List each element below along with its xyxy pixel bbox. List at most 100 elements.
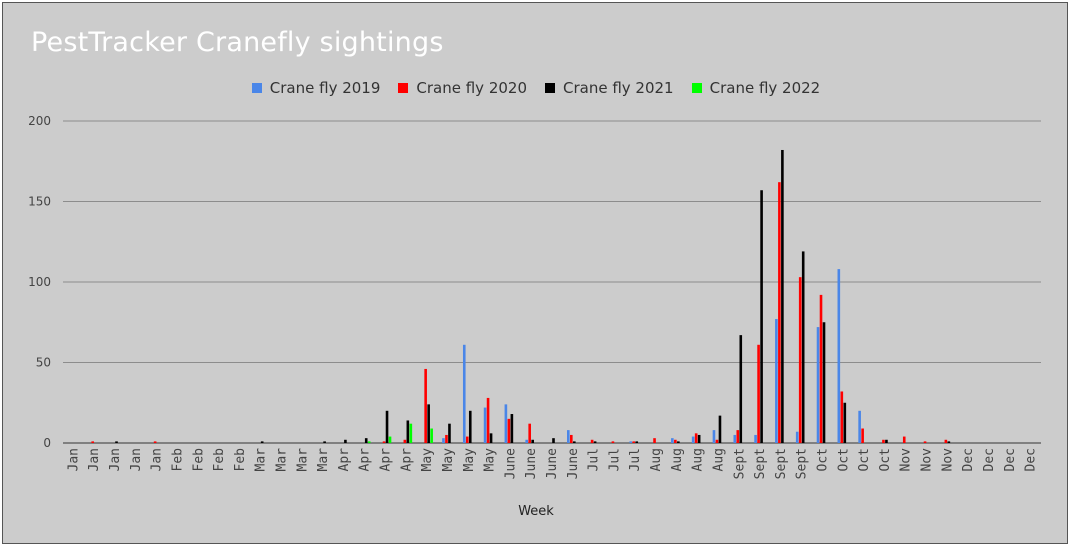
x-tick-label: Oct [857,448,872,471]
bar-series-2-week-22 [507,418,511,443]
x-tick-label: Aug [691,448,706,471]
x-tick-label: Dec [961,448,976,471]
bar-series-3-week-10 [260,441,264,443]
bar-series-3-week-16 [385,410,389,443]
x-tick-label: Jan [108,448,123,471]
bar-series-2-week-41 [902,436,906,443]
bar-series-2-week-17 [403,439,407,443]
bar-series-1-week-37 [816,327,820,443]
legend-swatch [398,83,409,93]
bar-series-2-week-35 [778,182,781,443]
bar-series-2-week-23 [528,423,531,443]
x-tick-label: June [566,448,581,479]
x-tick-label: Mar [295,448,310,472]
bar-series-3-week-36 [801,251,805,443]
legend-label: Crane fly 2019 [269,79,381,97]
bar-series-3-week-30 [677,441,680,443]
bar-series-1-week-20 [462,344,466,443]
bar-series-2-week-39 [861,428,864,443]
bar-series-4-week-16 [388,436,392,443]
x-tick-label: May [483,448,498,472]
x-tick-label: Jan [66,448,81,471]
x-tick-label: Apr [358,448,373,472]
bar-series-1-week-23 [525,439,528,443]
bar-series-2-week-38 [840,391,844,443]
x-tick-label: Feb [170,448,185,472]
bar-series-3-week-40 [885,439,888,443]
x-tick-label: Sept [732,448,747,479]
x-tick-label: Dec [1024,448,1039,471]
x-tick-label: June [545,448,560,479]
y-axis-ticks: 0 50 100 150 200 [28,114,51,450]
x-tick-label: Jan [87,448,102,471]
bar-series-3-week-35 [781,149,784,444]
x-axis-ticks: Jan Jan Jan Jan Jan Feb Feb Feb Feb Mar Mar Mar Mar A… [66,448,1038,479]
bar-series-3-week-34 [760,190,763,443]
x-tick-label: Aug [670,448,685,471]
bar-series-3-week-31 [697,434,701,443]
x-tick-label: Mar [316,448,331,472]
bar-series-2-week-42 [923,441,927,443]
bar-series-2-week-26 [590,439,594,443]
x-tick-label: Oct [878,448,893,471]
bar-series-3-week-14 [344,439,347,443]
bar-series-1-week-34 [754,434,757,443]
bar-series-2-week-20 [465,436,469,443]
bar-series-2-week-37 [819,294,823,443]
bar-series-2-week-33 [736,430,740,443]
x-tick-label: Jul [587,448,602,471]
x-tick-label: Nov [920,448,935,472]
legend-item-3: Crane fly 2021 [545,79,674,97]
plot-area: 0 50 100 150 200 Jan Jan Jan Jan Jan Feb Feb Feb Feb… [28,114,1041,479]
x-tick-label: Dec [1003,448,1018,471]
bar-series-1-week-35 [775,319,778,443]
x-tick-label: May [420,448,435,472]
x-tick-label: Mar [254,448,269,472]
bar-series-2-week-27 [611,441,615,443]
x-tick-label: Apr [337,448,352,472]
bar-series-4-week-15 [367,441,371,443]
bar-series-1-week-25 [567,430,570,443]
bar-series-3-week-38 [843,402,847,443]
x-tick-label: Feb [233,448,248,472]
x-tick-label: May [462,448,477,472]
bar-series-2-week-29 [653,438,656,443]
bar-series-2-week-5 [153,441,157,443]
x-tick-label: Nov [899,448,914,472]
legend-swatch [691,83,702,93]
bar-series-3-week-17 [406,420,410,443]
bar-series-2-week-43 [944,439,948,443]
legend-label: Crane fly 2022 [709,79,821,97]
x-tick-label: Aug [711,448,726,471]
bar-series-3-week-23 [531,439,534,443]
bar-series-1-week-22 [504,404,508,443]
x-tick-label: Apr [399,448,414,472]
bar-series-2-week-31 [694,433,698,443]
x-tick-label: Sept [753,448,768,479]
bar-series-3-week-37 [822,322,826,443]
x-tick-label: May [441,448,456,472]
x-tick-label: Sept [774,448,789,479]
x-tick-label: Oct [836,448,851,471]
y-tick-label: 100 [28,275,51,289]
bar-series-1-week-33 [733,434,737,443]
bar-series-3-week-32 [718,415,722,443]
x-tick-label: Apr [379,448,394,472]
x-tick-label: Dec [982,448,997,471]
y-tick-label: 0 [43,436,51,450]
bar-series-1-week-28 [629,441,633,443]
bar-series-1-week-39 [858,410,861,443]
bar-series-3-week-13 [323,441,326,443]
y-tick-label: 200 [28,114,51,128]
x-tick-label: Nov [940,448,955,472]
bar-series-3-week-22 [510,414,514,443]
bar-series-3-week-19 [448,423,451,443]
bar-series-3-week-24 [552,438,555,443]
legend-item-2: Crane fly 2020 [398,79,527,97]
bar-series-2-week-2 [91,441,95,443]
bar-series-4-week-17 [409,423,413,443]
bar-series-2-week-28 [632,441,636,443]
legend-item-4: Crane fly 2022 [691,79,821,97]
bar-series-2-week-18 [424,368,427,443]
bar-series-2-week-16 [382,441,386,443]
